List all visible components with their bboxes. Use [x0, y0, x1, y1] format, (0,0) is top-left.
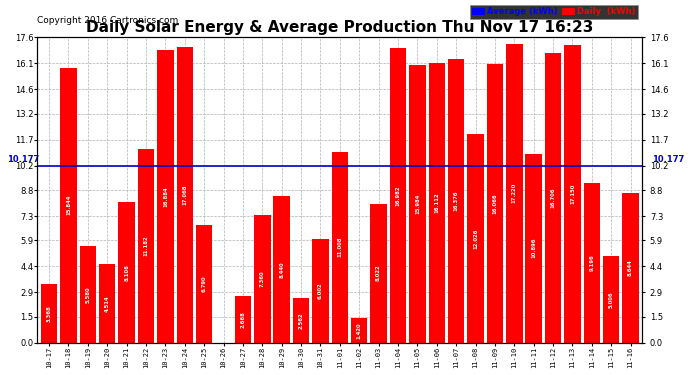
Bar	[526, 154, 542, 343]
Text: 16.376: 16.376	[453, 190, 459, 211]
Text: 17.220: 17.220	[512, 183, 517, 204]
Text: 17.150: 17.150	[570, 184, 575, 204]
Bar	[545, 53, 561, 343]
Text: 15.844: 15.844	[66, 195, 71, 216]
Text: 10.177: 10.177	[652, 154, 684, 164]
Text: 11.182: 11.182	[144, 236, 148, 256]
Bar	[157, 50, 174, 343]
Text: 12.026: 12.026	[473, 228, 478, 249]
Bar	[293, 298, 309, 343]
Text: 3.368: 3.368	[47, 305, 52, 322]
Text: 10.896: 10.896	[531, 238, 536, 258]
Bar	[351, 318, 368, 343]
Bar	[428, 63, 445, 343]
Text: 16.066: 16.066	[493, 193, 497, 214]
Text: 7.360: 7.360	[260, 270, 265, 287]
Text: 16.112: 16.112	[434, 193, 440, 213]
Text: 5.006: 5.006	[609, 291, 613, 308]
Text: 8.644: 8.644	[628, 260, 633, 276]
Bar	[177, 46, 193, 343]
Bar	[119, 202, 135, 343]
Text: 17.068: 17.068	[182, 184, 187, 205]
Bar	[564, 45, 581, 343]
Bar	[235, 296, 251, 343]
Bar	[371, 204, 387, 343]
Text: 2.562: 2.562	[299, 312, 304, 329]
Text: 10.177: 10.177	[7, 154, 39, 164]
Bar	[467, 134, 484, 343]
Text: 16.982: 16.982	[395, 185, 400, 206]
Text: 15.984: 15.984	[415, 194, 420, 214]
Bar	[41, 284, 57, 343]
Text: 8.022: 8.022	[376, 265, 381, 281]
Bar	[60, 68, 77, 343]
Bar	[79, 246, 96, 343]
Bar	[99, 264, 115, 343]
Text: 9.196: 9.196	[589, 255, 594, 271]
Text: 5.580: 5.580	[86, 286, 90, 303]
Bar	[506, 44, 522, 343]
Text: 6.002: 6.002	[318, 282, 323, 299]
Text: 6.790: 6.790	[201, 276, 207, 292]
Bar	[254, 215, 270, 343]
Bar	[313, 238, 328, 343]
Title: Daily Solar Energy & Average Production Thu Nov 17 16:23: Daily Solar Energy & Average Production …	[86, 20, 593, 35]
Text: 8.440: 8.440	[279, 261, 284, 278]
Bar	[196, 225, 213, 343]
Bar	[486, 64, 503, 343]
Text: 4.514: 4.514	[105, 295, 110, 312]
Bar	[622, 193, 639, 343]
Text: Copyright 2016 Cartronics.com: Copyright 2016 Cartronics.com	[37, 16, 179, 25]
Text: 16.884: 16.884	[163, 186, 168, 207]
Bar	[409, 66, 426, 343]
Text: 2.668: 2.668	[240, 311, 246, 328]
Text: 16.706: 16.706	[551, 188, 555, 208]
Legend: Average (kWh), Daily  (kWh): Average (kWh), Daily (kWh)	[470, 5, 638, 19]
Text: 11.008: 11.008	[337, 237, 342, 258]
Bar	[332, 152, 348, 343]
Bar	[584, 183, 600, 343]
Bar	[273, 196, 290, 343]
Text: 8.106: 8.106	[124, 264, 129, 281]
Bar	[448, 58, 464, 343]
Text: 1.420: 1.420	[357, 322, 362, 339]
Bar	[138, 149, 155, 343]
Bar	[390, 48, 406, 343]
Bar	[603, 256, 620, 343]
